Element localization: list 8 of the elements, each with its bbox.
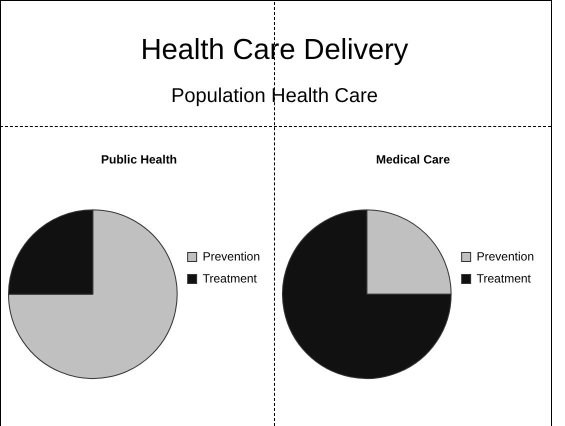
chart-title: Medical Care bbox=[376, 152, 450, 167]
text: Population Health Care bbox=[170, 84, 379, 109]
legend-label: Prevention bbox=[476, 249, 534, 264]
legend-label: Treatment bbox=[476, 271, 532, 286]
text: Health Care Delivery bbox=[140, 33, 410, 68]
legend-label: Prevention bbox=[202, 249, 260, 264]
legend-label: Treatment bbox=[202, 271, 258, 286]
chart-title: Public Health bbox=[100, 152, 178, 167]
